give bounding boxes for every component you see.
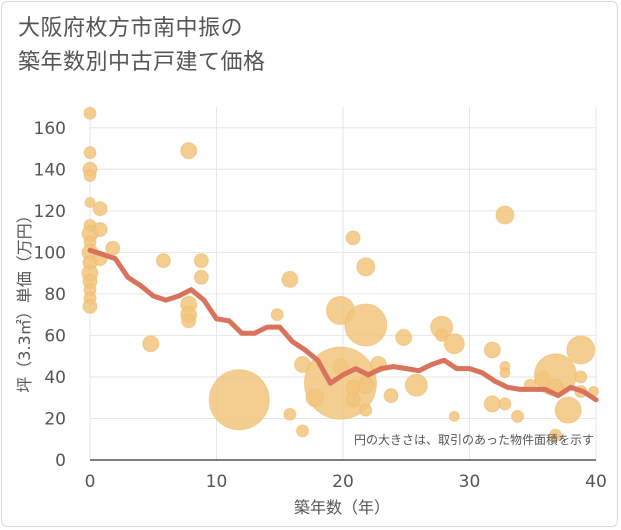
y-tick-label: 60 bbox=[44, 326, 66, 346]
bubble-point bbox=[498, 397, 512, 411]
bubble-point bbox=[554, 396, 582, 424]
bubble-point bbox=[83, 169, 97, 183]
bubble-point bbox=[443, 333, 465, 355]
x-tick-label: 30 bbox=[459, 472, 481, 492]
bubble-point bbox=[92, 222, 108, 238]
bubble-point bbox=[82, 298, 98, 314]
x-tick-label: 10 bbox=[206, 472, 228, 492]
bubble-point bbox=[395, 328, 413, 346]
bubble-point bbox=[359, 403, 373, 417]
bubble-point bbox=[155, 253, 171, 269]
bubble-point bbox=[105, 240, 121, 256]
average-price-line bbox=[87, 247, 599, 403]
x-tick-label: 0 bbox=[85, 472, 96, 492]
x-tick-label: 20 bbox=[332, 472, 354, 492]
bubble-point bbox=[404, 373, 428, 397]
bubble-point bbox=[296, 424, 310, 438]
x-axis-label: 築年数（年） bbox=[294, 498, 390, 517]
bubble-point bbox=[383, 388, 399, 404]
bubble-point bbox=[83, 146, 97, 160]
bubble-point bbox=[495, 205, 515, 225]
y-tick-label: 140 bbox=[34, 160, 66, 180]
bubble-point bbox=[83, 106, 97, 120]
y-tick-label: 0 bbox=[55, 451, 66, 471]
bubble-point bbox=[193, 253, 209, 269]
bubble-point bbox=[574, 370, 588, 384]
bubble-point bbox=[344, 303, 388, 347]
chart-title-line1: 大阪府枚方市南中振の bbox=[18, 16, 244, 41]
bubble-point bbox=[448, 410, 460, 422]
y-tick-label: 20 bbox=[44, 409, 66, 429]
bubble-point bbox=[270, 308, 284, 322]
bubble-point bbox=[566, 335, 596, 365]
bubble-point bbox=[483, 395, 501, 413]
bubble-point bbox=[356, 257, 376, 277]
bubble-point bbox=[511, 409, 525, 423]
y-tick-labels: 0 20 40 60 80 100 120 140 160 bbox=[34, 119, 66, 471]
y-tick-label: 40 bbox=[44, 368, 66, 388]
y-tick-label: 80 bbox=[44, 285, 66, 305]
bubble-point bbox=[84, 197, 96, 209]
chart-title-line2: 築年数別中古戸建て価格 bbox=[18, 50, 266, 75]
bubbles bbox=[81, 106, 599, 442]
bubble-point bbox=[499, 367, 511, 379]
size-annotation: 円の大きさは、取引のあった物件面積を示す bbox=[354, 432, 594, 447]
bubble-point bbox=[435, 328, 449, 342]
y-tick-label: 120 bbox=[34, 202, 66, 222]
bubble-point bbox=[208, 369, 270, 431]
bubble-point bbox=[283, 407, 297, 421]
bubble-point bbox=[345, 230, 361, 246]
bubble-point bbox=[92, 201, 108, 217]
bubble-point bbox=[281, 270, 299, 288]
bubble-point bbox=[180, 142, 198, 160]
bubble-point bbox=[357, 376, 375, 394]
x-tick-label: 40 bbox=[585, 472, 607, 492]
x-tick-labels: 0 10 20 30 40 bbox=[85, 472, 607, 492]
y-tick-label: 160 bbox=[34, 119, 66, 139]
bubble-point bbox=[549, 428, 563, 442]
y-axis-label: 坪（3.3㎡）単価（万円） bbox=[15, 207, 34, 392]
y-tick-label: 100 bbox=[34, 243, 66, 263]
bubble-point bbox=[345, 392, 361, 408]
bubble-point bbox=[483, 341, 501, 359]
bubble-point bbox=[181, 313, 197, 329]
bubble-point bbox=[193, 269, 209, 285]
chart-title: 大阪府枚方市南中振の 築年数別中古戸建て価格 bbox=[18, 12, 266, 80]
bubble-point bbox=[142, 335, 160, 353]
